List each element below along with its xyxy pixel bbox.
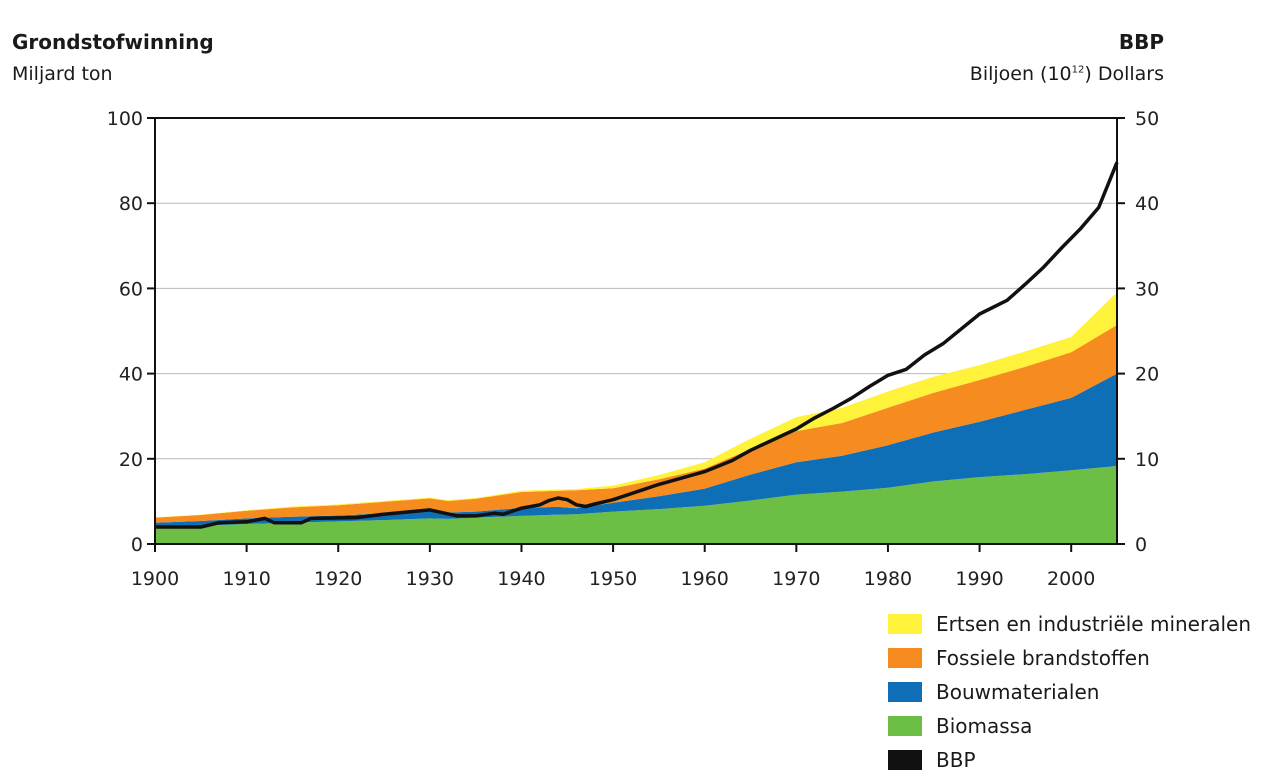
x-tick-label: 1960	[681, 568, 729, 590]
x-tick-label: 1970	[772, 568, 820, 590]
x-tick-label: 2000	[1047, 568, 1095, 590]
x-tick-label: 1980	[864, 568, 912, 590]
x-tick-label: 1930	[406, 568, 454, 590]
y2-tick-label: 0	[1135, 534, 1147, 556]
y-tick-label: 60	[119, 278, 143, 300]
left-axis-title: Grondstofwinning	[12, 30, 214, 54]
left-axis-unit: Miljard ton	[12, 63, 113, 85]
legend-item: Bouwmaterialen	[888, 675, 1251, 709]
x-tick-label: 1910	[222, 568, 270, 590]
y2-tick-label: 50	[1135, 108, 1159, 130]
legend-item: Ertsen en industriële mineralen	[888, 607, 1251, 641]
x-tick-label: 1940	[497, 568, 545, 590]
legend-item: Biomassa	[888, 709, 1251, 743]
y2-tick-label: 20	[1135, 364, 1159, 386]
legend-label: Biomassa	[936, 714, 1033, 738]
area-bouwmaterialen	[155, 373, 1117, 527]
stacked-areas	[155, 292, 1117, 544]
x-tick-label: 1900	[131, 568, 179, 590]
legend-item: Fossiele brandstoffen	[888, 641, 1251, 675]
legend: Ertsen en industriële mineralen Fossiele …	[888, 607, 1251, 777]
right-axis-title: BBP	[1118, 30, 1164, 54]
legend-swatch	[888, 716, 922, 736]
y-tick-label: 100	[107, 108, 143, 130]
legend-item: BBP	[888, 743, 1251, 777]
axes: 0 20 40 60 80 100 0 10 20 30 40 50 1900 1910 1920 1930 1…	[107, 108, 1159, 590]
y2-tick-label: 10	[1135, 449, 1159, 471]
y-tick-label: 40	[119, 364, 143, 386]
area-fossiele-brandstoffen	[155, 325, 1117, 523]
y2-tick-label: 40	[1135, 193, 1159, 215]
legend-label: Fossiele brandstoffen	[936, 646, 1150, 670]
right-axis-unit: Biljoen (1012) Dollars	[969, 63, 1164, 85]
legend-swatch	[888, 682, 922, 702]
gdp-line	[155, 161, 1119, 529]
area-biomassa	[155, 466, 1117, 544]
y-tick-label: 20	[119, 449, 143, 471]
line-bbp	[155, 161, 1119, 529]
legend-swatch	[888, 614, 922, 634]
y-tick-label: 80	[119, 193, 143, 215]
y2-tick-label: 30	[1135, 278, 1159, 300]
legend-swatch	[888, 750, 922, 770]
legend-swatch	[888, 648, 922, 668]
legend-label: Ertsen en industriële mineralen	[936, 612, 1251, 636]
x-tick-label: 1990	[955, 568, 1003, 590]
x-tick-label: 1950	[589, 568, 637, 590]
legend-label: BBP	[936, 748, 976, 772]
x-tick-label: 1920	[314, 568, 362, 590]
legend-label: Bouwmaterialen	[936, 680, 1100, 704]
y-tick-label: 0	[131, 534, 143, 556]
